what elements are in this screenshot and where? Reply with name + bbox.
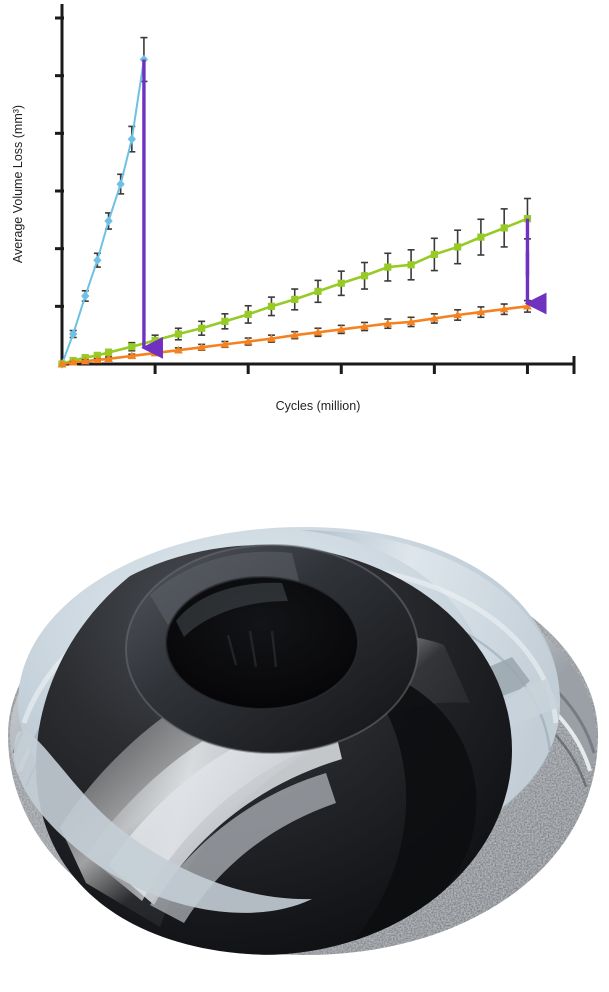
x-axis-label: Cycles (million) <box>276 399 361 413</box>
head-taper-bore <box>165 576 359 710</box>
x-axis-ticks <box>153 356 576 374</box>
chart-annotation-layer <box>141 59 547 359</box>
error-bars-crosslinked-polyethylene <box>69 197 531 363</box>
data-point <box>453 310 463 319</box>
data-point <box>406 317 416 326</box>
data-point <box>291 295 299 304</box>
data-point <box>267 334 276 342</box>
data-point <box>197 342 207 351</box>
y-axis-ticks <box>55 16 64 308</box>
chart-axes <box>55 4 576 374</box>
chart-series-layer <box>57 36 532 369</box>
data-point <box>500 224 508 232</box>
data-point <box>68 329 78 339</box>
series-line <box>61 58 145 365</box>
data-point <box>173 345 183 354</box>
data-point <box>68 357 78 366</box>
y-axis-label: Average Volume Loss (mm³) <box>11 105 25 263</box>
data-point <box>93 351 101 359</box>
series-crosslinked-polyethylene <box>58 197 532 368</box>
data-point <box>198 324 206 332</box>
wear-chart-panel: Average Volume Loss (mm³) Cycles (millio… <box>0 0 609 430</box>
error-bars-vitamin-e-crosslinked-polyethylene <box>69 299 531 364</box>
data-point <box>151 336 159 344</box>
data-point <box>267 302 276 310</box>
data-point <box>174 330 182 338</box>
wear-chart-svg: Average Volume Loss (mm³) Cycles (millio… <box>11 4 576 413</box>
data-point <box>104 216 113 226</box>
data-point <box>244 310 252 319</box>
data-point <box>429 314 439 322</box>
data-point <box>313 327 323 336</box>
data-point <box>220 339 230 348</box>
data-point <box>93 255 102 265</box>
data-point <box>476 307 486 316</box>
data-point <box>360 272 369 280</box>
data-point <box>430 250 438 259</box>
data-point <box>128 343 136 351</box>
data-point <box>104 354 113 363</box>
data-point <box>499 304 509 313</box>
data-point <box>337 279 345 287</box>
data-point <box>477 233 485 241</box>
data-point <box>57 359 67 368</box>
data-point <box>290 330 300 339</box>
data-point <box>116 179 125 189</box>
data-point <box>384 263 392 271</box>
data-point <box>104 348 113 357</box>
data-point <box>336 325 346 333</box>
data-point <box>80 356 90 365</box>
implant-photo-svg <box>8 527 598 955</box>
data-point <box>407 261 415 269</box>
series-conventional-polyethylene <box>57 36 149 369</box>
data-point <box>127 134 137 144</box>
implant-photo-panel <box>0 435 609 992</box>
data-point <box>454 243 462 251</box>
data-point <box>360 322 369 330</box>
data-point <box>314 287 322 295</box>
data-point <box>221 317 229 325</box>
error-bars-conventional-polyethylene <box>69 36 148 339</box>
data-point <box>92 355 102 364</box>
data-point <box>243 337 253 345</box>
data-point <box>127 351 137 360</box>
data-point <box>81 291 90 301</box>
liner-front-rim <box>14 730 312 913</box>
data-point <box>383 319 393 327</box>
